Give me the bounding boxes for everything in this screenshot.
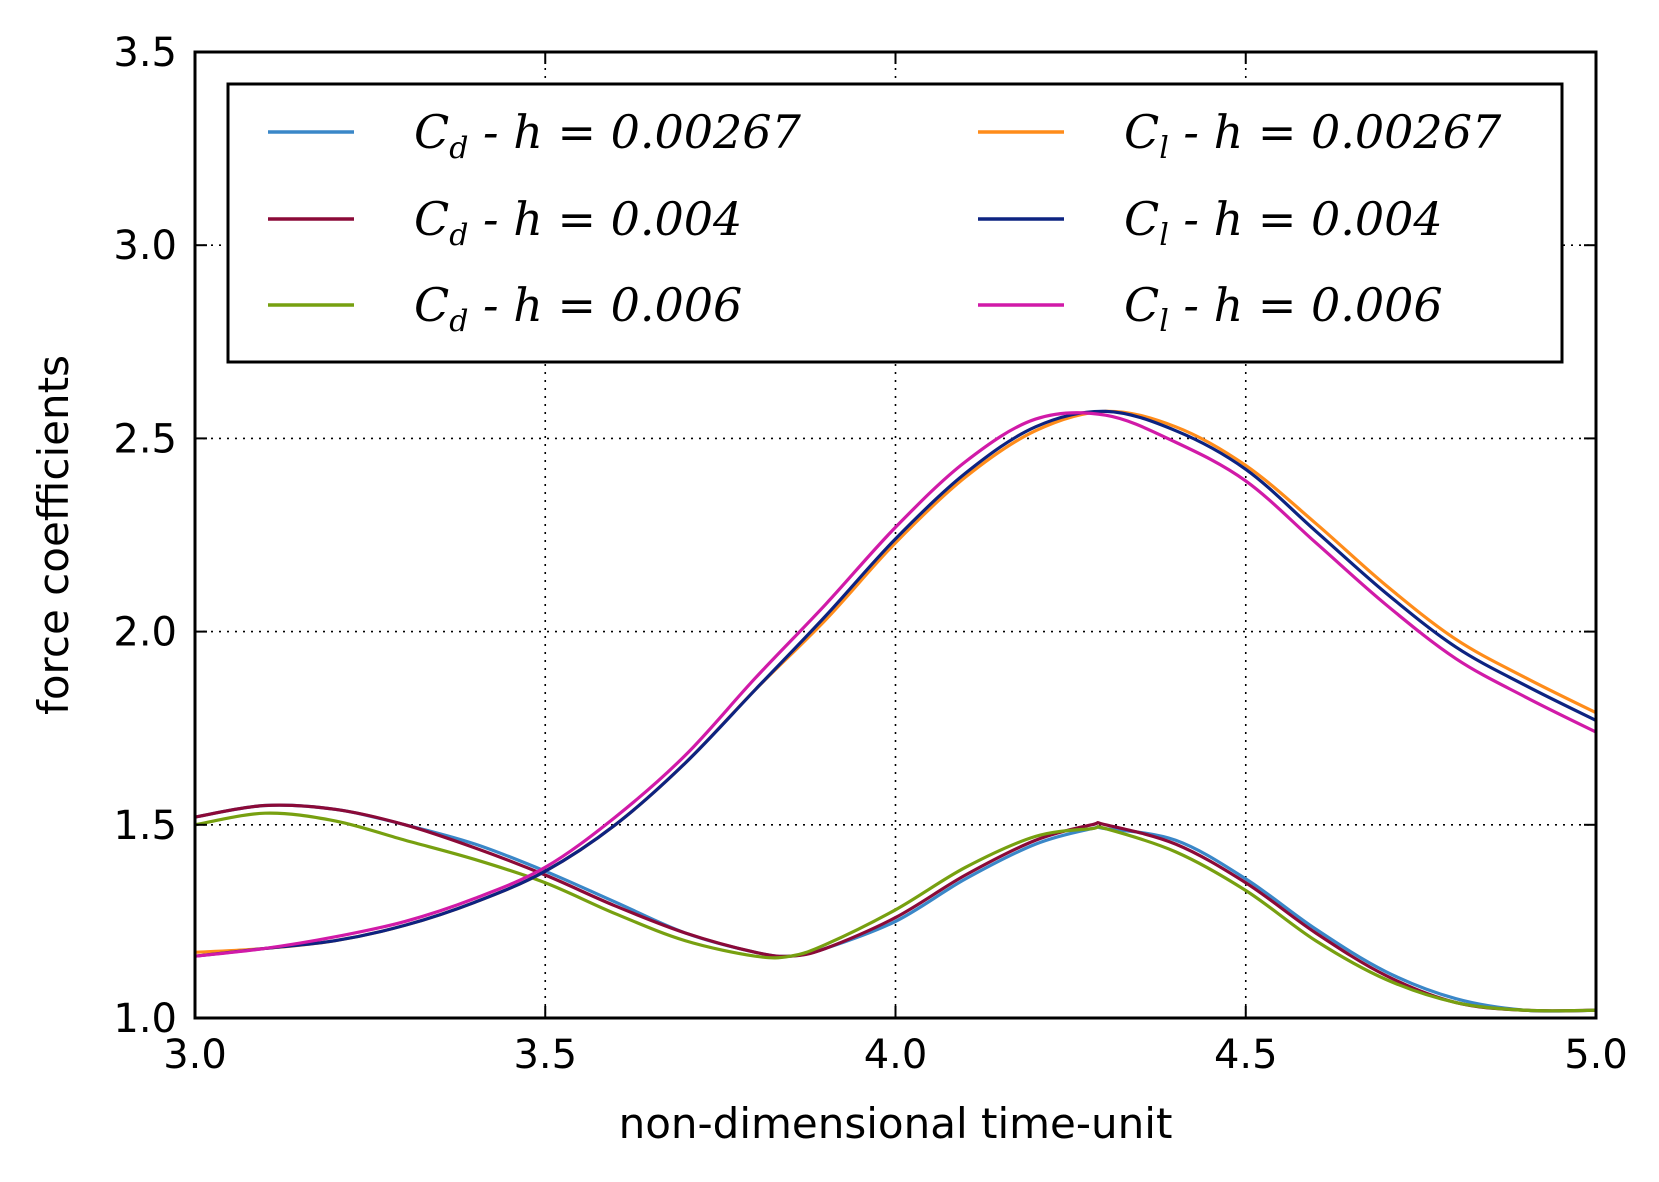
series-lines xyxy=(195,409,1596,1013)
x-tick-label: 3.0 xyxy=(163,1032,227,1078)
legend-entry: Cl - h = 0.004 xyxy=(978,192,1443,253)
legend-label: Cd - h = 0.004 xyxy=(414,192,742,253)
legend-label: Cl - h = 0.004 xyxy=(1124,192,1443,253)
legend-entry: Cl - h = 0.006 xyxy=(978,278,1443,339)
legend-entry: Cl - h = 0.00267 xyxy=(978,105,1502,166)
legend-label: Cl - h = 0.006 xyxy=(1124,278,1443,339)
y-tick-label: 3.0 xyxy=(113,223,177,269)
x-tick-label: 4.5 xyxy=(1214,1032,1278,1078)
y-axis-label: force coefficients xyxy=(29,355,78,715)
plot-frame xyxy=(193,50,1598,1020)
x-tick-labels: 3.0 3.5 4.0 4.5 5.0 xyxy=(163,1032,1628,1078)
x-axis-label: non-dimensional time-unit xyxy=(619,1099,1173,1148)
x-tick-label: 3.5 xyxy=(513,1032,577,1078)
y-tick-label: 1.0 xyxy=(113,996,177,1042)
legend-entry: Cd - h = 0.006 xyxy=(268,278,742,339)
y-tick-labels: 1.0 1.5 2.0 2.5 3.0 3.5 xyxy=(113,30,177,1042)
legend: Cd - h = 0.00267 Cd - h = 0.004 Cd - h = 0… xyxy=(226,82,1564,364)
y-tick-label: 1.5 xyxy=(113,803,177,849)
series-line-5 xyxy=(195,411,1596,958)
legend-label: Cl - h = 0.00267 xyxy=(1124,105,1502,166)
legend-entry: Cd - h = 0.00267 xyxy=(268,105,802,166)
legend-label: Cd - h = 0.006 xyxy=(414,278,742,339)
legend-box xyxy=(226,82,1564,364)
legend-entry: Cd - h = 0.004 xyxy=(268,192,742,253)
series-line-2 xyxy=(195,811,1596,1013)
x-tick-label: 4.0 xyxy=(864,1032,928,1078)
x-tick-label: 5.0 xyxy=(1564,1032,1628,1078)
series-line-0 xyxy=(195,803,1596,1013)
series-line-4 xyxy=(195,409,1596,958)
legend-label: Cd - h = 0.00267 xyxy=(414,105,802,166)
y-tick-label: 2.5 xyxy=(113,416,177,462)
series-line-1 xyxy=(195,803,1596,1013)
y-tick-label: 2.0 xyxy=(113,610,177,656)
y-tick-label: 3.5 xyxy=(113,30,177,76)
